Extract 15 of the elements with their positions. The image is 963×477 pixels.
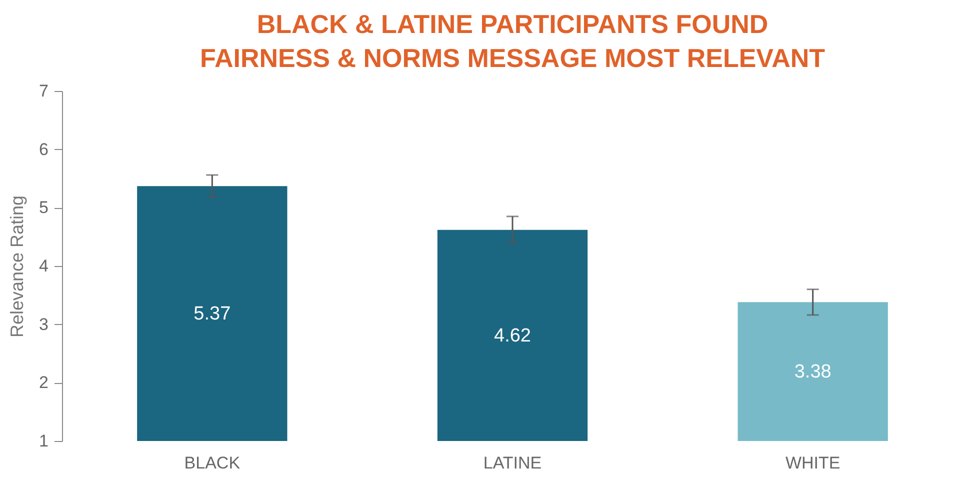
x-tick-label: BLACK <box>184 454 241 472</box>
x-tick-label: WHITE <box>785 454 840 472</box>
y-tick-label: 6 <box>39 140 48 159</box>
chart-title: BLACK & LATINE PARTICIPANTS FOUND FAIRNESS & NORMS MESSAGE MOST RELEVANT <box>200 9 826 73</box>
y-tick-label: 7 <box>39 82 48 100</box>
data-label: 5.37 <box>194 304 231 325</box>
y-axis-title: Relevance Rating <box>7 195 28 338</box>
data-label: 4.62 <box>494 325 531 346</box>
y-tick-label: 2 <box>39 373 48 392</box>
y-tick-label: 1 <box>39 432 48 450</box>
x-tick-label: LATINE <box>483 454 542 472</box>
y-tick-label: 5 <box>39 198 48 218</box>
y-tick-label: 4 <box>39 256 48 276</box>
y-tick-label: 3 <box>39 314 48 334</box>
data-label: 3.38 <box>794 362 832 383</box>
